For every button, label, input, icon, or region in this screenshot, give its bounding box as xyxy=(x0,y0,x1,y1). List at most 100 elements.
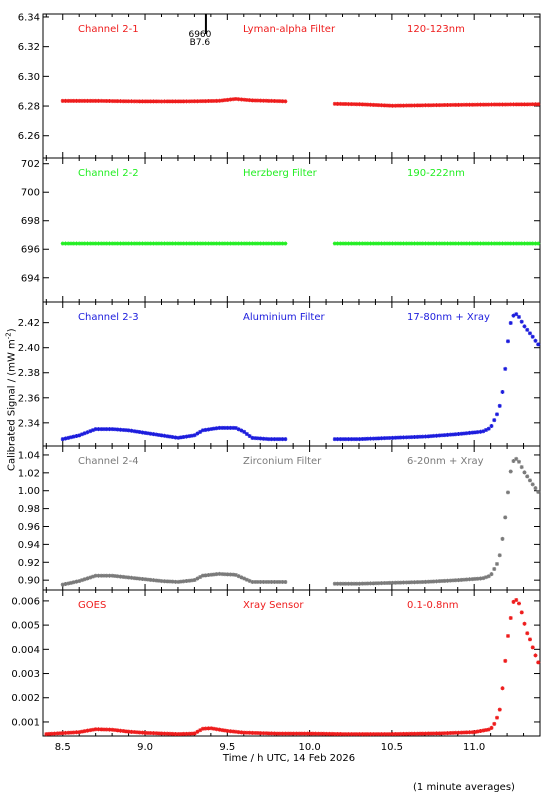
data-point xyxy=(368,581,373,586)
data-point xyxy=(165,99,170,104)
data-point xyxy=(63,582,68,587)
data-point xyxy=(533,102,538,107)
data-point xyxy=(176,579,181,584)
data-point xyxy=(404,580,409,585)
data-point xyxy=(341,101,346,106)
data-point xyxy=(198,99,203,104)
data-point xyxy=(77,579,82,584)
data-point xyxy=(93,241,98,246)
data-point xyxy=(484,728,489,733)
data-point xyxy=(148,241,153,246)
data-point xyxy=(475,576,480,581)
data-point xyxy=(178,579,183,584)
data-point xyxy=(189,241,194,246)
data-point xyxy=(379,581,384,586)
data-point xyxy=(352,102,357,107)
data-point xyxy=(442,578,447,583)
series-points xyxy=(60,96,541,108)
data-point xyxy=(156,731,161,736)
data-point xyxy=(379,241,384,246)
data-point xyxy=(77,433,82,438)
data-point xyxy=(280,731,285,736)
data-point xyxy=(244,730,249,735)
data-point xyxy=(154,241,159,246)
y-tick-label: 1.04 xyxy=(18,450,40,461)
data-point xyxy=(343,241,348,246)
data-point xyxy=(151,99,156,104)
data-point xyxy=(134,576,139,581)
data-point xyxy=(220,425,225,430)
data-point xyxy=(505,241,510,246)
data-point xyxy=(126,575,131,580)
panels-layer: 6.26 6.28 6.30 6.32 6.34 Channel 2-1 Lyman-alp… xyxy=(11,12,541,753)
data-point xyxy=(365,436,370,441)
data-point xyxy=(96,727,101,732)
data-point xyxy=(525,474,530,479)
data-point xyxy=(486,727,491,732)
data-point xyxy=(437,103,442,108)
data-point xyxy=(220,241,225,246)
data-point xyxy=(266,731,271,736)
data-point xyxy=(511,459,516,464)
data-point xyxy=(77,730,82,735)
data-point xyxy=(346,732,351,737)
y-tick-label: 702 xyxy=(21,159,40,170)
data-point xyxy=(472,102,477,107)
data-point xyxy=(140,430,145,435)
data-point xyxy=(327,731,332,736)
data-point xyxy=(266,437,271,442)
data-point xyxy=(486,241,491,246)
data-point xyxy=(453,432,458,437)
data-point xyxy=(129,729,134,734)
data-point xyxy=(66,98,71,103)
data-point xyxy=(55,731,60,736)
data-point xyxy=(462,730,467,735)
data-point xyxy=(396,103,401,108)
data-point xyxy=(423,579,428,584)
panel-channel-label: Channel 2-3 xyxy=(78,312,139,323)
y-axis-title-main: Calibrated Signal / (mW m xyxy=(6,339,18,471)
data-point xyxy=(390,435,395,440)
data-point xyxy=(148,731,153,736)
data-point xyxy=(440,731,445,736)
data-point xyxy=(253,241,258,246)
data-point xyxy=(374,436,379,441)
data-point xyxy=(407,580,412,585)
data-point xyxy=(129,99,134,104)
data-point xyxy=(437,433,442,438)
panel-frame xyxy=(42,589,541,737)
data-point xyxy=(58,731,63,736)
data-point xyxy=(481,728,486,733)
panel-3: 2.34 2.36 2.38 2.40 2.42 Channel 2-3 Aluminium… xyxy=(18,301,541,447)
data-point xyxy=(167,99,172,104)
data-point xyxy=(335,241,340,246)
data-point xyxy=(500,241,505,246)
data-point xyxy=(536,241,541,246)
data-point xyxy=(82,577,87,582)
data-point xyxy=(385,732,390,737)
panel-frame xyxy=(42,157,541,303)
data-point xyxy=(522,102,527,107)
data-point xyxy=(258,241,263,246)
data-point xyxy=(283,241,288,246)
data-point xyxy=(376,241,381,246)
data-point xyxy=(354,581,359,586)
data-point xyxy=(393,435,398,440)
data-point xyxy=(530,645,535,650)
data-point xyxy=(291,731,296,736)
data-point xyxy=(129,241,134,246)
data-point xyxy=(107,727,112,732)
data-point xyxy=(110,99,115,104)
data-point xyxy=(412,731,417,736)
data-point xyxy=(349,437,354,442)
data-point xyxy=(93,98,98,103)
data-point xyxy=(60,731,65,736)
data-point xyxy=(448,731,453,736)
data-point xyxy=(231,572,236,577)
data-point xyxy=(404,731,409,736)
data-point xyxy=(236,97,241,102)
data-point xyxy=(440,103,445,108)
data-point xyxy=(338,437,343,442)
data-point xyxy=(266,241,271,246)
data-point xyxy=(505,102,510,107)
